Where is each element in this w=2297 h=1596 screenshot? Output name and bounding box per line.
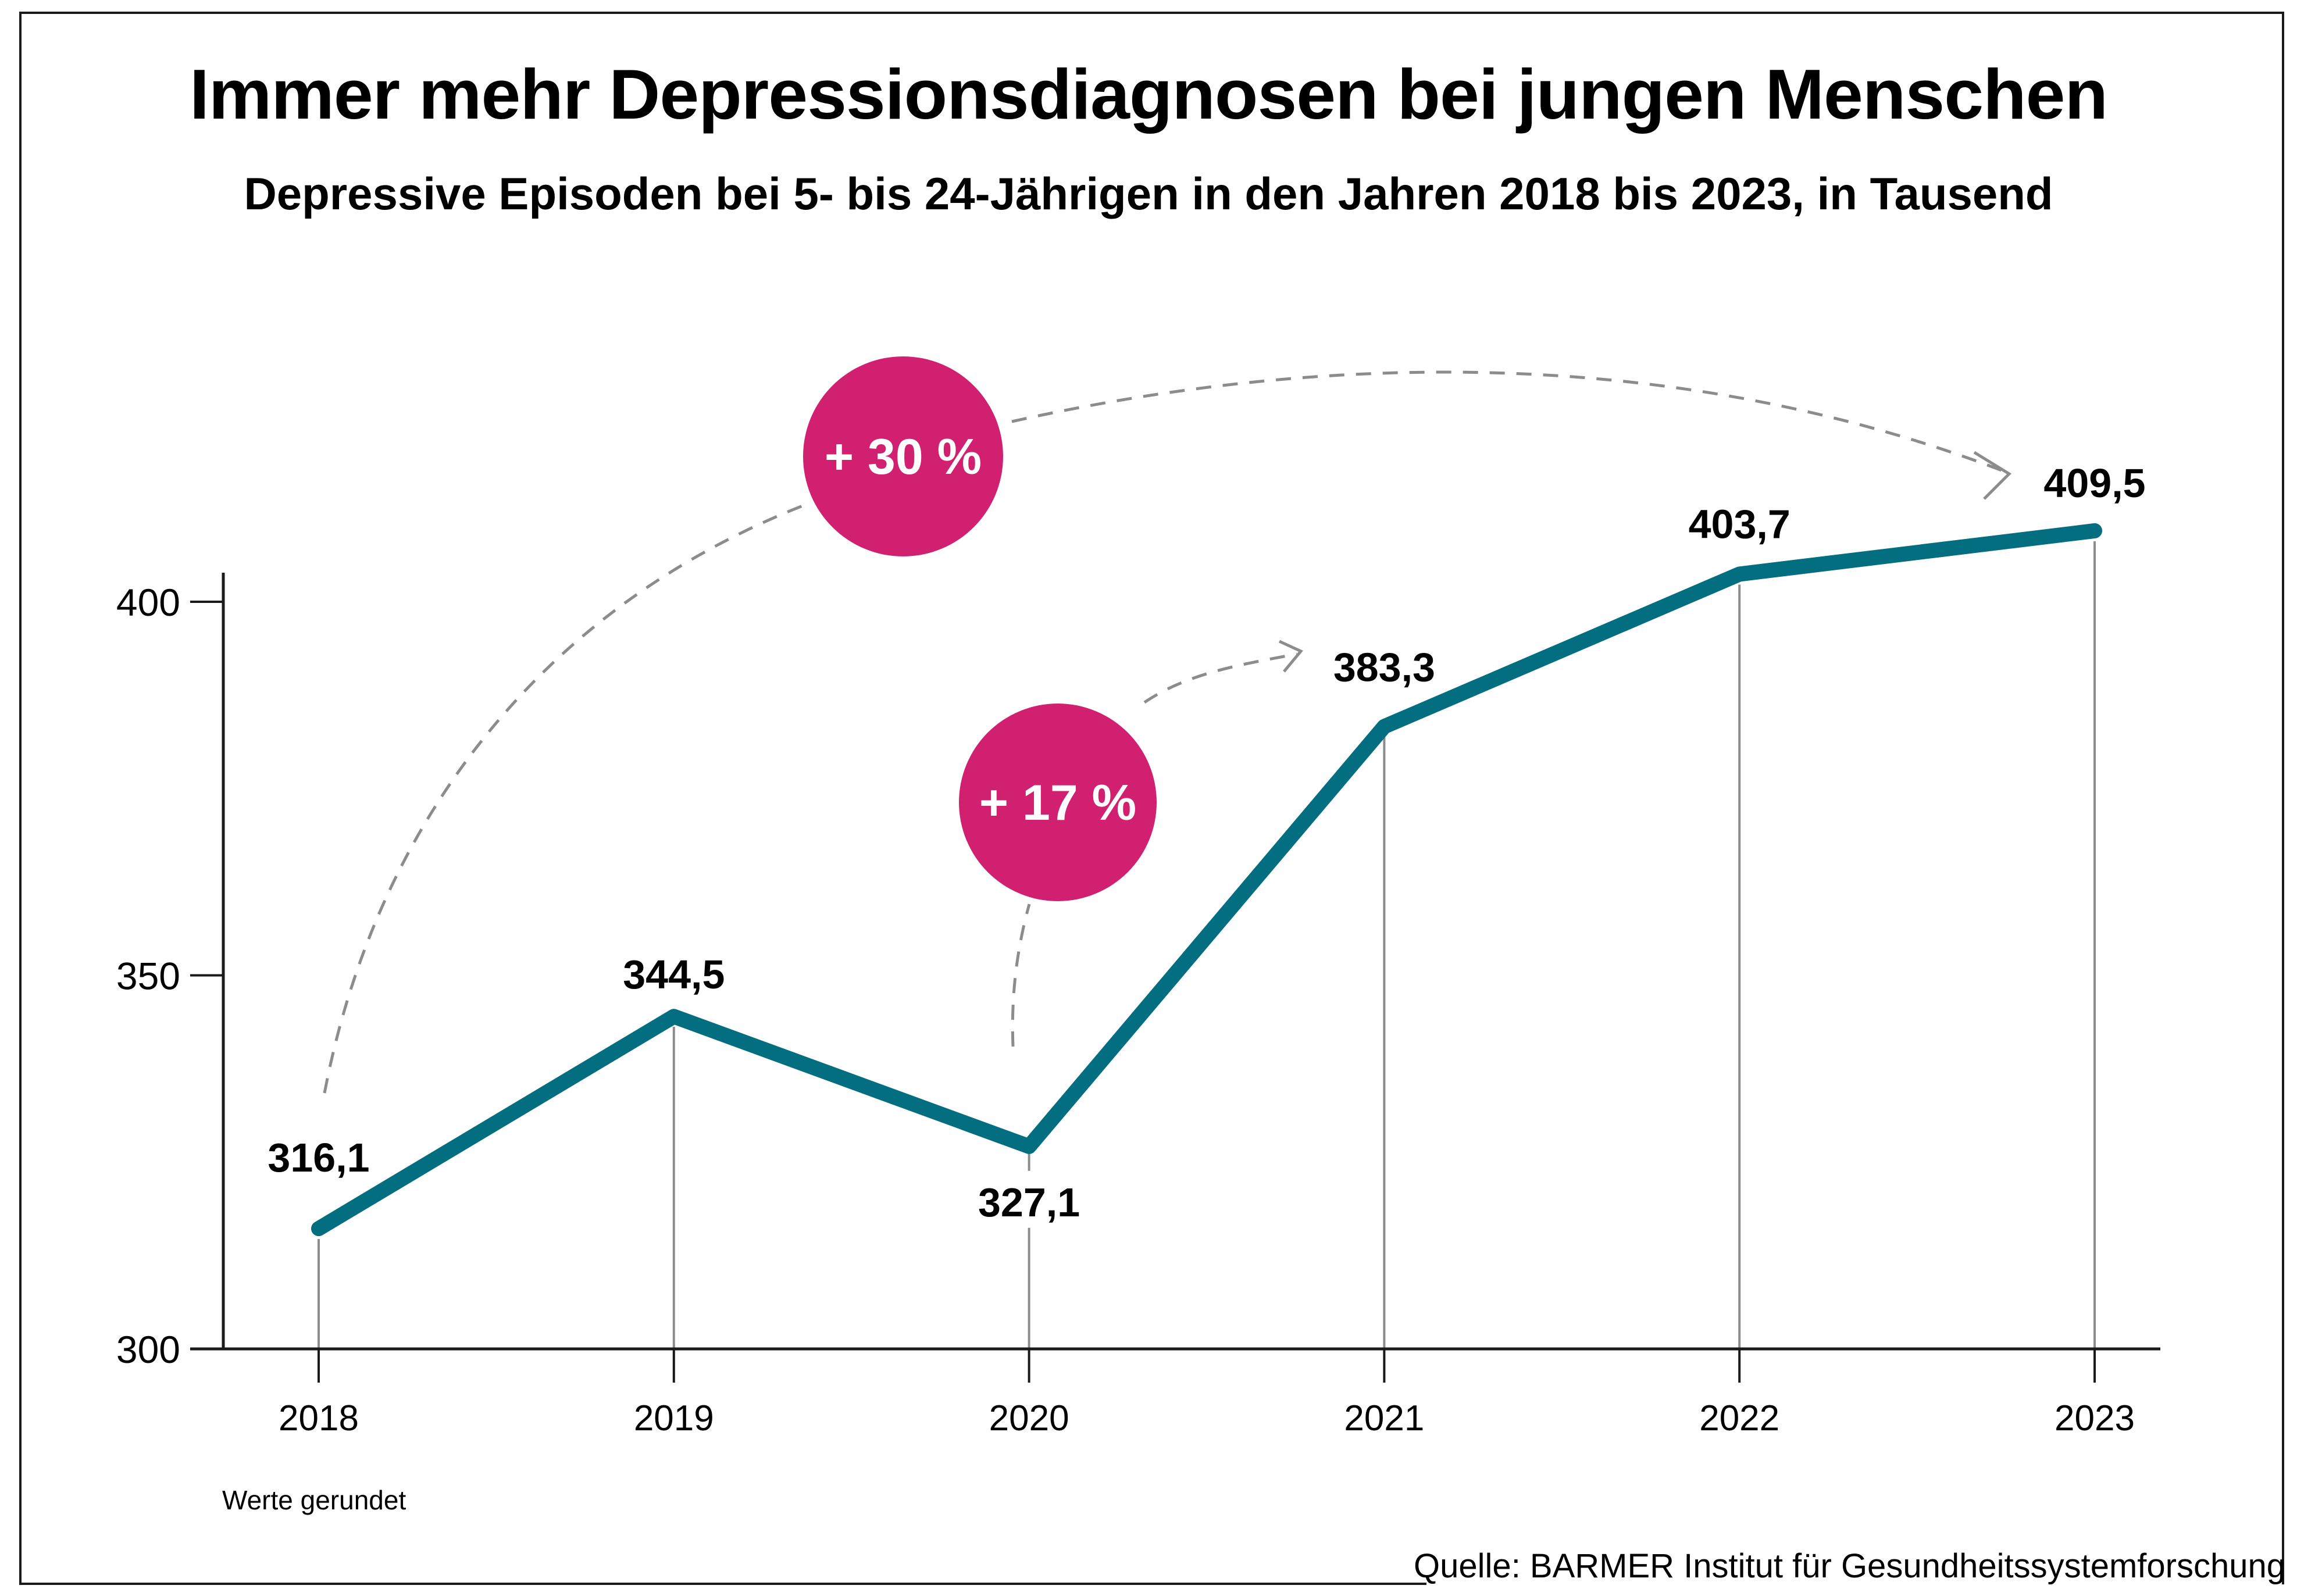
chart-frame bbox=[19, 12, 2284, 1584]
data-labels: 316,1 344,5 327,1 383,3 403,7 409,5 bbox=[267, 460, 2145, 1225]
axes: 300 350 400 2018 2019 2020 2021 2022 2023 bbox=[116, 573, 2160, 1438]
arrowhead-30-icon bbox=[1973, 451, 2012, 500]
change-badge-30 bbox=[803, 356, 1003, 556]
data-point-2018 bbox=[318, 1228, 319, 1230]
rounding-note: Werte gerundet bbox=[222, 1485, 406, 1515]
data-label-2019: 344,5 bbox=[623, 952, 725, 997]
y-tick-label-400: 400 bbox=[116, 581, 180, 624]
arc-17-upper bbox=[1143, 652, 1297, 704]
series-layer bbox=[311, 523, 2102, 1237]
data-label-2023: 409,5 bbox=[2043, 460, 2145, 506]
chart-subtitle: Depressive Episoden bei 5- bis 24-Jährig… bbox=[244, 168, 2053, 219]
frame-bottom-rule bbox=[19, 1583, 1426, 1585]
arc-30-left bbox=[323, 504, 803, 1094]
data-label-2022: 403,7 bbox=[1689, 501, 1790, 547]
change-badge-label-30: + 30 % bbox=[825, 429, 982, 485]
change-badge-17 bbox=[959, 704, 1157, 901]
badge-layer: + 30 % + 17 % bbox=[803, 356, 1157, 901]
data-label-2021: 383,3 bbox=[1333, 645, 1435, 690]
x-tick-label-2023: 2023 bbox=[2055, 1398, 2135, 1438]
data-point-2019 bbox=[673, 1016, 675, 1017]
annotation-layer bbox=[323, 370, 2012, 1094]
data-label-2018: 316,1 bbox=[267, 1135, 369, 1180]
y-tick-label-300: 300 bbox=[116, 1328, 180, 1371]
source-credit: Quelle: BARMER Institut für Gesundheitss… bbox=[1414, 1547, 2285, 1585]
data-point-2022 bbox=[1739, 573, 1740, 575]
x-tick-label-2019: 2019 bbox=[634, 1398, 714, 1438]
arc-30-right bbox=[1011, 370, 2007, 474]
arc-17-lower bbox=[1011, 904, 1031, 1047]
chart-title: Immer mehr Depressionsdiagnosen bei jung… bbox=[189, 55, 2108, 134]
arrowhead-17-icon bbox=[1278, 640, 1304, 673]
data-label-2020: 327,1 bbox=[978, 1180, 1080, 1225]
x-tick-label-2020: 2020 bbox=[989, 1398, 1069, 1438]
y-tick-label-350: 350 bbox=[116, 955, 180, 998]
x-tick-label-2018: 2018 bbox=[279, 1398, 359, 1438]
data-point-2021 bbox=[1383, 726, 1385, 727]
droplines bbox=[318, 541, 2096, 1349]
data-point-2023 bbox=[2094, 530, 2095, 531]
x-tick-label-2021: 2021 bbox=[1344, 1398, 1424, 1438]
x-tick-label-2022: 2022 bbox=[1699, 1398, 1779, 1438]
change-badge-label-17: + 17 % bbox=[979, 775, 1136, 831]
series-line bbox=[311, 523, 2102, 1237]
data-point-2020 bbox=[1028, 1145, 1030, 1147]
